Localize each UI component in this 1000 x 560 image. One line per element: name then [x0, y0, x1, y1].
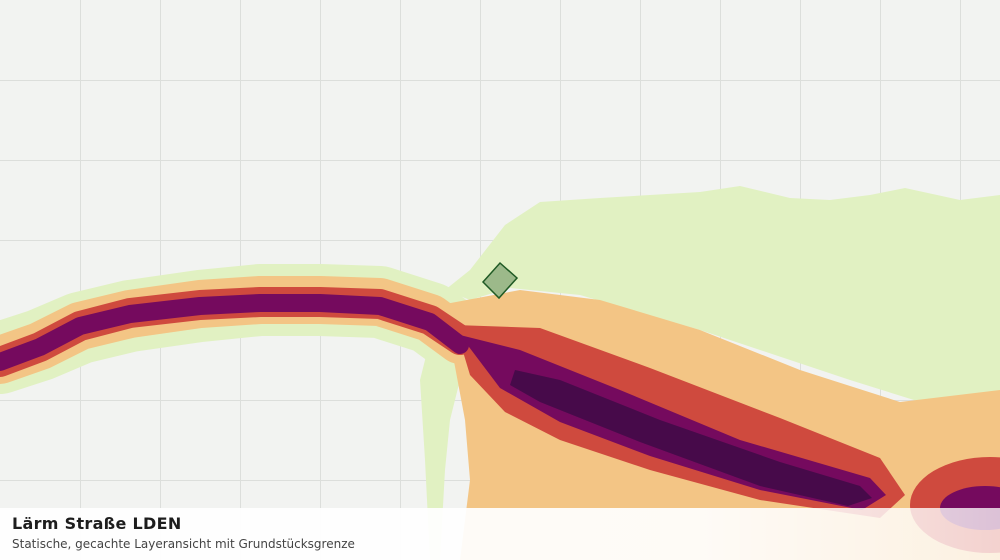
info-panel: Lärm Straße LDEN Statische, gecachte Lay… — [0, 508, 1000, 560]
parcel-boundary — [481, 261, 519, 300]
layer-title: Lärm Straße LDEN — [12, 514, 182, 533]
noise-layer — [0, 186, 1000, 560]
layer-subtitle: Statische, gecachte Layeransicht mit Gru… — [12, 537, 355, 551]
